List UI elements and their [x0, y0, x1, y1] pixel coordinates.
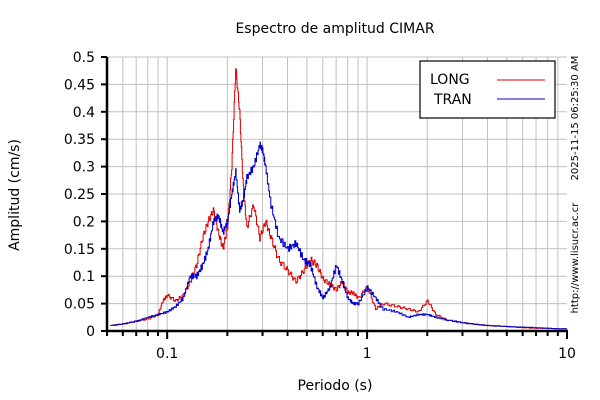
y-tick-label: 0.2	[73, 214, 95, 230]
axes: 0 0.05 0.1 0.15 0.2 0.25 0.3 0.35 0.4 0.45 0.5 0.1 1…	[64, 50, 576, 362]
y-tick-label: 0.05	[64, 297, 95, 313]
data-curves	[110, 68, 567, 330]
y-tick-label: 0.15	[64, 242, 95, 258]
y-tick-label: 0.25	[64, 187, 95, 203]
y-tick-label: 0.4	[73, 105, 95, 121]
y-tick-label: 0.35	[64, 132, 95, 148]
y-tick-label: 0.3	[73, 160, 95, 176]
y-tick-label: 0	[86, 324, 95, 340]
source-url-label: http://www.lisucr.ac.cr	[570, 202, 581, 314]
timestamp-label: 2025-11-15 06:25:30 AM	[570, 56, 581, 181]
grid-lines	[107, 56, 567, 331]
x-tick-label: 1	[363, 346, 372, 362]
x-tick-label: 0.1	[156, 346, 178, 362]
x-tick-label: 10	[558, 346, 576, 362]
chart-title: Espectro de amplitud CIMAR	[235, 21, 434, 37]
legend: LONG TRAN	[419, 60, 556, 119]
y-axis-label: Amplitud (cm/s)	[7, 139, 23, 251]
legend-label-tran: TRAN	[433, 92, 472, 108]
curve-tran	[110, 141, 567, 330]
y-tick-label: 0.5	[73, 50, 95, 66]
legend-label-long: LONG	[430, 72, 470, 88]
curve-long	[110, 68, 567, 330]
x-axis-label: Periodo (s)	[298, 378, 373, 394]
y-tick-label: 0.45	[64, 77, 95, 93]
y-tick-label: 0.1	[73, 269, 95, 285]
legend-box	[419, 60, 556, 119]
